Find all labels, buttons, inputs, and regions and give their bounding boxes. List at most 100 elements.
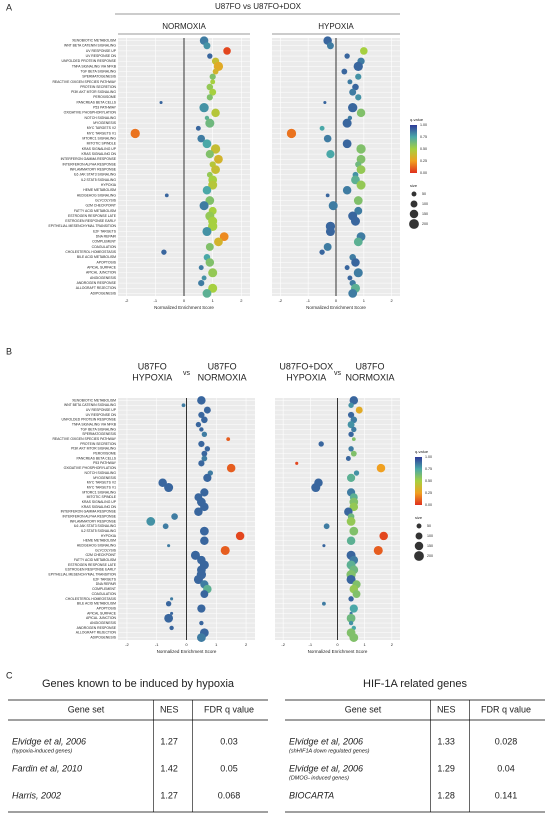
bubble <box>208 283 218 293</box>
bubble <box>323 134 332 143</box>
category-label: TGF BETA SIGNALING <box>80 427 116 431</box>
category-label: REACTIVE OXIGEN SPECIES PATHWAY <box>52 437 116 441</box>
category-label: E2F TARGETS <box>93 229 117 233</box>
color-tick-label: 0.50 <box>420 147 427 151</box>
bubble <box>200 502 209 512</box>
bubble <box>322 601 326 606</box>
size-key <box>416 523 422 529</box>
fdr-value: 0.141 <box>495 790 518 800</box>
nes-value: 1.29 <box>437 763 455 773</box>
color-bar <box>410 125 417 173</box>
bubble <box>195 421 202 428</box>
facet-title: HYPOXIA <box>132 372 172 382</box>
bubble <box>197 604 206 613</box>
category-label: CHOLESTEROL HOMEOSTASIS <box>65 250 116 254</box>
bubble <box>348 431 354 437</box>
size-key <box>415 532 423 540</box>
bubble <box>348 103 358 113</box>
bubble <box>205 118 215 128</box>
bubble <box>167 544 171 548</box>
bubble <box>347 79 353 85</box>
category-label: HYPOXIA <box>101 534 117 538</box>
bubble <box>209 88 217 96</box>
bubble <box>346 536 356 546</box>
bubble <box>198 265 204 271</box>
bubble <box>347 421 355 429</box>
bubble <box>199 526 209 536</box>
column-header: FDR q value <box>204 704 254 714</box>
bubble <box>349 88 357 96</box>
bubble <box>219 232 229 242</box>
bubble <box>206 94 213 101</box>
category-label: APICAL SURFACE <box>87 266 117 270</box>
color-tick-label: 0.50 <box>425 479 432 483</box>
category-label: EPITHELIAL MESENCHYMAL TRANSITION <box>48 573 116 577</box>
bubble <box>202 185 212 195</box>
x-tick-label: 1 <box>363 298 366 303</box>
x-tick-label: 2 <box>391 642 394 647</box>
bubble <box>200 590 209 598</box>
size-key-label: 200 <box>427 554 433 558</box>
category-label: KRAS SIGNALING DN <box>82 505 117 509</box>
size-key <box>410 200 418 208</box>
category-label: ANDROGEN RESPONSE <box>77 626 117 630</box>
bubble <box>198 411 205 419</box>
fdr-value: 0.05 <box>220 763 238 773</box>
category-label: FATTY ACID METABOLISM <box>74 558 116 562</box>
gene-set: Elvidge et al, 2006 <box>289 763 363 773</box>
x-tick-label: -2 <box>281 642 285 647</box>
category-label: UNFOLDED PROTEIN RESPONSE <box>62 418 117 422</box>
category-label: TNFA SIGNALING VIA NFKB <box>72 423 117 427</box>
nes-value: 1.33 <box>437 736 455 746</box>
category-label: APOPTOSIS <box>96 606 116 610</box>
x-tick-label: 1 <box>215 642 218 647</box>
bubble <box>356 165 366 174</box>
bubble <box>200 536 209 546</box>
category-label: BILE ACID METABOLISM <box>77 602 116 606</box>
bubble <box>197 134 206 143</box>
category-label: PEROXISOME <box>93 452 117 456</box>
category-label: PI3K AKT MTOR SIGNALING <box>71 90 116 94</box>
bubble <box>322 544 326 548</box>
bubble <box>162 523 169 530</box>
category-label: DNA REPAIR <box>96 582 117 586</box>
category-label: MYOGENESIS <box>93 121 117 125</box>
category-label: MYC TARGETS V1 <box>87 485 116 489</box>
size-key <box>411 191 417 197</box>
bubble <box>203 406 211 414</box>
category-label: PANCREAS BETA CELLS <box>77 100 117 104</box>
bubble <box>201 450 208 457</box>
bubble <box>205 243 214 251</box>
panel-label: B <box>6 346 12 356</box>
bubble <box>342 139 352 149</box>
x-tick-label: -1 <box>306 298 310 303</box>
fdr-value: 0.068 <box>218 790 241 800</box>
table-title: Genes known to be induced by hypoxia <box>42 678 235 690</box>
bubble <box>226 437 231 442</box>
x-axis-label: Normalized Enrichment Score <box>308 649 368 654</box>
category-label: PEROXISOME <box>93 95 117 99</box>
nes-value: 1.42 <box>160 763 178 773</box>
bubble <box>201 431 208 437</box>
category-label: COAGULATION <box>92 592 117 596</box>
panel-title: U87FO vs U87FO+DOX <box>215 2 302 11</box>
bubble <box>220 545 230 555</box>
category-label: MYOGENESIS <box>93 476 117 480</box>
bubble <box>355 73 362 80</box>
bubble <box>194 507 203 516</box>
bubble <box>201 416 208 424</box>
category-label: COAGULATION <box>92 245 117 249</box>
bubble <box>346 517 356 526</box>
x-tick-label: -2 <box>125 642 129 647</box>
fdr-value: 0.03 <box>220 736 238 746</box>
size-key-label: 150 <box>427 544 433 548</box>
category-label: MYC TARGETS V1 <box>87 131 116 135</box>
category-label: KRAS SIGNALING UP <box>82 500 117 504</box>
category-label: E2F TARGETS <box>93 577 117 581</box>
bubble <box>356 108 366 118</box>
bubble <box>201 275 207 281</box>
bubble <box>210 79 216 85</box>
legend-title: q-value <box>410 117 424 122</box>
bubble <box>325 193 330 198</box>
category-label: SPERMATOGENESIS <box>82 75 117 79</box>
